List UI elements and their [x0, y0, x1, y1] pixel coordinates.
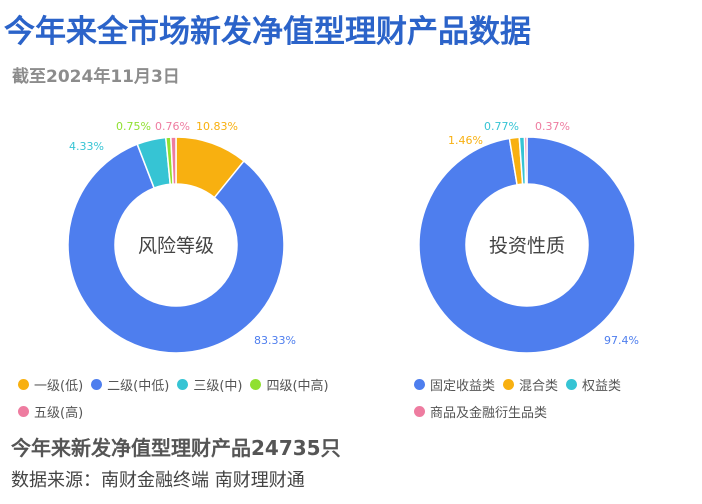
legend-item[interactable]: 一级(低) — [18, 375, 83, 394]
slice-value-label: 97.4% — [604, 334, 639, 347]
investment-type-donut: 97.4% 1.46%0.77% 0.37% 投资性质 — [418, 120, 639, 354]
slice-value-label: 0.75% — [116, 120, 151, 133]
slice-value-label: 0.77% — [484, 120, 519, 133]
legend-label: 一级(低) — [34, 379, 84, 394]
donut-center-label: 风险等级 — [138, 235, 214, 257]
slice-value-label: 4.33% — [69, 140, 104, 153]
legend-dot-icon — [566, 379, 578, 390]
legend-label: 四级(中高) — [266, 379, 329, 394]
data-source-text: 数据来源：南财金融终端 南财理财通 — [11, 470, 305, 491]
legend-dot-icon — [91, 379, 103, 390]
total-products-text: 今年来新发净值型理财产品24735只 — [11, 436, 341, 460]
legend-item[interactable]: 固定收益类 — [414, 375, 495, 394]
page-title: 今年来全市场新发净值型理财产品数据 — [4, 14, 531, 50]
date-subtitle: 截至2024年11月3日 — [12, 67, 180, 87]
legend-label: 混合类 — [519, 379, 559, 394]
donut-slice-二级中低 — [67, 143, 285, 354]
donut-slice-固定收益类 — [418, 136, 636, 354]
slice-value-label: 0.37% — [535, 120, 570, 133]
legend-label: 商品及金融衍生品类 — [430, 406, 548, 421]
legend-item[interactable]: 混合类 — [503, 375, 558, 394]
slice-value-label: 83.33% — [254, 334, 296, 347]
legend-dot-icon — [414, 379, 425, 390]
legend-label: 权益类 — [582, 379, 622, 394]
legend-dot-icon — [250, 379, 262, 390]
slice-value-label: 1.46% — [448, 134, 483, 147]
donut-slice-商品及金融衍生品类 — [523, 136, 528, 185]
legend-dot-icon — [18, 406, 29, 417]
slice-value-label: 10.83% — [196, 120, 238, 133]
legend-label: 三级(中) — [193, 379, 243, 394]
slice-value-label: 0.76% — [155, 120, 190, 133]
legend-dot-icon — [18, 379, 29, 390]
legend-label: 五级(高) — [34, 406, 84, 421]
investment-type-legend: 固定收益类 混合类 权益类商品及金融衍生品类 — [414, 375, 694, 421]
legend-item[interactable]: 权益类 — [566, 375, 621, 394]
legend-dot-icon — [414, 406, 425, 417]
legend-item[interactable]: 三级(中) — [177, 375, 242, 394]
risk-level-donut: 10.83% 83.33% 4.33% 0.75% 0.76% 风险等级 — [67, 120, 296, 354]
legend-label: 二级(中低) — [107, 379, 170, 394]
legend-item[interactable]: 四级(中高) — [250, 375, 329, 394]
donut-center-label: 投资性质 — [489, 235, 565, 257]
legend-dot-icon — [177, 379, 189, 390]
donut-slice-五级高 — [170, 136, 177, 185]
legend-label: 固定收益类 — [430, 379, 496, 394]
legend-item[interactable]: 五级(高) — [18, 402, 83, 421]
risk-level-legend: 一级(低) 二级(中低) 三级(中) 四级(中高) 五级(高) — [18, 375, 358, 421]
legend-item[interactable]: 二级(中低) — [91, 375, 169, 394]
legend-item[interactable]: 商品及金融衍生品类 — [414, 402, 547, 421]
legend-dot-icon — [503, 379, 515, 390]
